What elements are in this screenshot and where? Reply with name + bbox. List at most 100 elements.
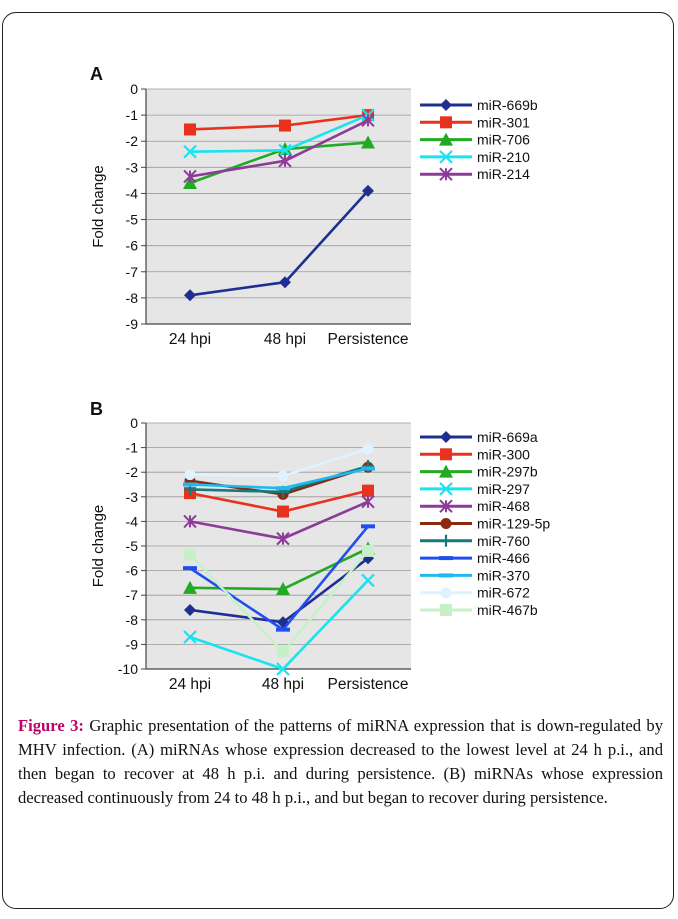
data-point [276, 531, 290, 546]
data-point [278, 154, 292, 168]
data-point [183, 630, 197, 644]
legend-entry: miR-467b [420, 602, 538, 618]
data-point [362, 544, 374, 557]
y-tick-label: -8 [126, 612, 139, 628]
data-point [362, 184, 374, 197]
legend-marker [440, 587, 452, 599]
legend-label: miR-214 [477, 166, 530, 182]
y-tick-label: -9 [126, 316, 139, 332]
y-tick-label: -9 [126, 636, 139, 652]
y-axis-label: Fold change [90, 505, 107, 588]
legend-label: miR-210 [477, 149, 530, 165]
data-point [183, 169, 197, 184]
y-tick-label: -3 [126, 159, 139, 175]
legend-label: miR-301 [477, 114, 530, 130]
data-point [279, 119, 291, 132]
x-tick-label: Persistence [328, 676, 409, 693]
legend-entry: miR-468 [420, 498, 530, 514]
legend-entry: miR-297b [420, 464, 538, 480]
data-point [361, 495, 375, 509]
data-point [183, 580, 197, 594]
y-tick-label: -5 [126, 538, 139, 554]
series-miR-669b [184, 184, 374, 302]
data-point [183, 566, 197, 571]
y-tick-label: -1 [126, 440, 139, 456]
legend-entry: miR-466 [420, 550, 530, 566]
legend-marker [439, 556, 453, 561]
legend-marker [439, 464, 453, 478]
legend-label: miR-467b [477, 602, 538, 618]
legend-marker [439, 499, 453, 513]
legend-marker [440, 518, 452, 529]
legend-label: miR-466 [477, 550, 530, 566]
x-tick-label: Persistence [328, 331, 409, 348]
panel-label: B [90, 399, 103, 419]
series-miR-297 [183, 573, 375, 676]
y-tick-label: -10 [118, 661, 138, 677]
legend-marker [440, 116, 452, 129]
data-point [183, 482, 197, 487]
legend-label: miR-370 [477, 567, 530, 583]
data-point [276, 662, 290, 676]
legend-entry: miR-297 [420, 481, 530, 497]
series-miR-672 [184, 443, 374, 482]
legend-marker [439, 573, 453, 578]
figure-caption-label: Figure 3: [18, 716, 84, 735]
legend-label: miR-706 [477, 132, 530, 148]
legend-label: miR-760 [477, 533, 530, 549]
legend-marker [440, 604, 452, 616]
data-point [361, 466, 375, 471]
data-point [276, 627, 290, 632]
y-tick-label: -2 [126, 464, 139, 480]
series-miR-467b [184, 544, 374, 658]
y-tick-label: -4 [126, 513, 139, 529]
legend-entry: miR-760 [420, 533, 530, 549]
data-point [277, 645, 289, 658]
y-tick-label: 0 [130, 81, 138, 97]
legend-entry: miR-370 [420, 567, 530, 583]
legend-label: miR-300 [477, 446, 530, 462]
legend-marker [439, 150, 453, 164]
chart-panel-b: 0 -1 -2 -3 -4 -5 -6 -7 -8 -9 -10 24 hpi 48 hpi Persis… [90, 399, 550, 693]
y-axis-label: Fold change [90, 165, 107, 248]
data-point [184, 289, 196, 302]
data-point [183, 514, 197, 529]
legend-entry: miR-210 [420, 149, 530, 165]
legend-marker [440, 99, 452, 111]
data-point [277, 505, 289, 518]
series-miR-214 [183, 113, 375, 184]
data-point [184, 123, 196, 136]
y-tick-label: -4 [126, 185, 139, 201]
data-point [361, 113, 375, 128]
legend-entry: miR-301 [420, 114, 530, 130]
data-point [361, 135, 375, 149]
y-tick-label: 0 [130, 415, 138, 431]
legend-entry: miR-214 [420, 166, 530, 182]
data-point [361, 573, 375, 588]
legend-label: miR-129-5p [477, 516, 550, 532]
x-tick-label: 24 hpi [169, 676, 211, 693]
y-tick-label: -8 [126, 290, 139, 306]
legend-entry: miR-129-5p [420, 516, 550, 532]
legend-marker [440, 448, 452, 461]
x-tick-label: 48 hpi [262, 676, 304, 693]
data-point [184, 548, 196, 561]
data-point [276, 486, 290, 491]
series-miR-468 [183, 495, 375, 546]
data-point [276, 582, 290, 596]
legend-marker [439, 132, 453, 146]
legend-marker [439, 167, 453, 181]
legend-label: miR-669b [477, 97, 538, 113]
legend-marker [440, 534, 452, 547]
data-point [362, 484, 374, 497]
legend-marker [439, 482, 453, 496]
legend-entry: miR-669b [420, 97, 538, 113]
legend-label: miR-297b [477, 464, 538, 480]
y-tick-label: -6 [126, 238, 139, 254]
figure-caption-text: Graphic presentation of the patterns of … [18, 716, 663, 807]
data-point [277, 470, 289, 482]
legend-entry: miR-706 [420, 132, 530, 148]
